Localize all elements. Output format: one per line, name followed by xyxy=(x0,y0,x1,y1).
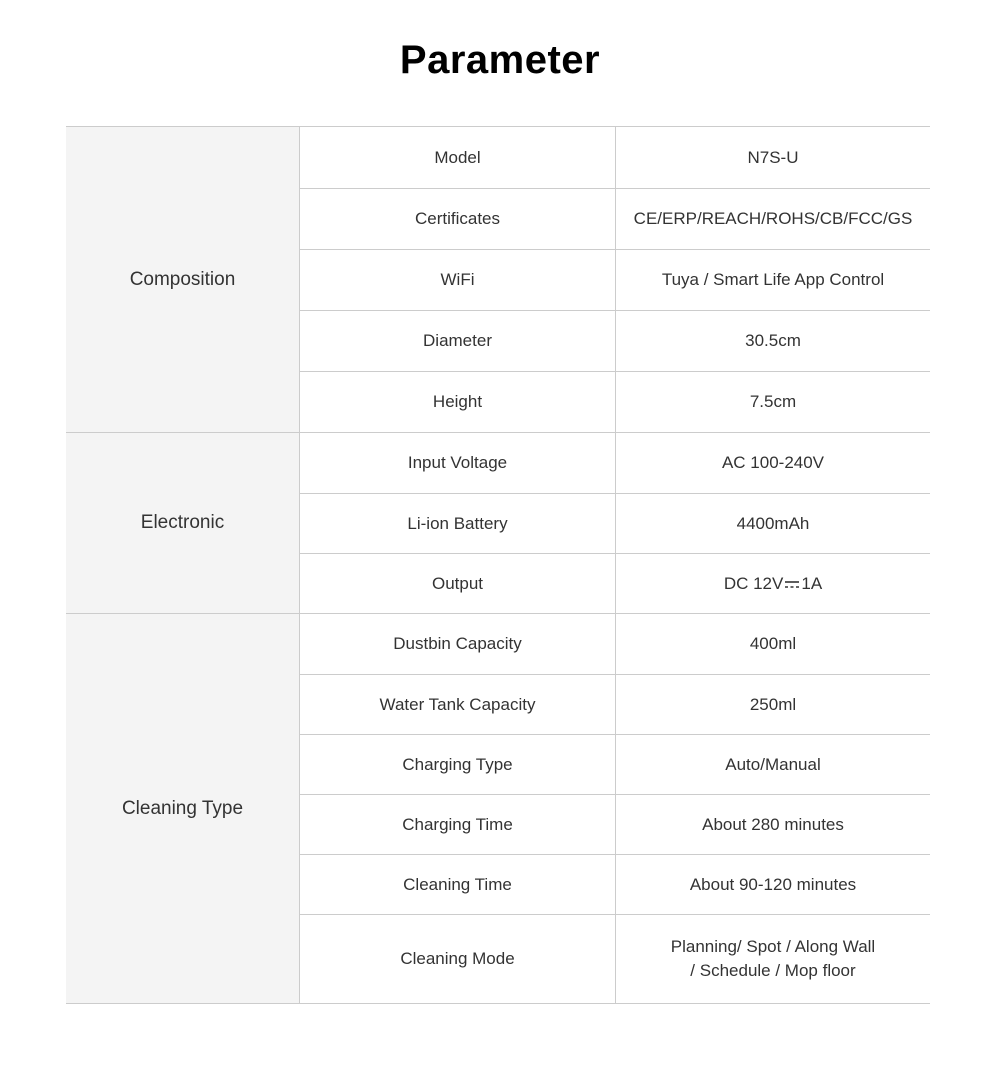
spec-value: Planning/ Spot / Along Wall / Schedule / … xyxy=(670,937,876,980)
spec-label: WiFi xyxy=(300,250,616,310)
spec-row-cleaning-time: Cleaning Time About 90-120 minutes xyxy=(300,854,930,914)
spec-label: Input Voltage xyxy=(300,433,616,493)
spec-value: CE/ERP/REACH/ROHS/CB/FCC/GS xyxy=(633,209,913,228)
spec-value: AC 100-240V xyxy=(721,453,825,472)
spec-label: Charging Time xyxy=(300,795,616,854)
spec-value: 400ml xyxy=(749,634,797,653)
spec-row-diameter: Diameter 30.5cm xyxy=(300,310,930,371)
spec-row-input-voltage: Input Voltage AC 100-240V xyxy=(300,433,930,493)
spec-value: Tuya / Smart Life App Control xyxy=(661,270,885,289)
spec-label: Diameter xyxy=(300,311,616,371)
spec-row-wifi: WiFi Tuya / Smart Life App Control xyxy=(300,249,930,310)
spec-row-model: Model N7S-U xyxy=(300,127,930,188)
spec-row-li-ion-battery: Li-ion Battery 4400mAh xyxy=(300,493,930,553)
spec-value: 7.5cm xyxy=(749,392,797,411)
spec-row-height: Height 7.5cm xyxy=(300,371,930,432)
group-rows: Dustbin Capacity 400ml Water Tank Capacity… xyxy=(300,614,930,1003)
spec-value: 4400mAh xyxy=(736,513,810,533)
spec-value: About 90-120 minutes xyxy=(689,874,857,894)
spec-row-certificates: Certificates CE/ERP/REACH/ROHS/CB/FCC/GS xyxy=(300,188,930,249)
dc-symbol-icon xyxy=(785,580,800,588)
spec-row-water-tank-capacity: Water Tank Capacity 250ml xyxy=(300,674,930,734)
spec-value: Auto/Manual xyxy=(725,754,821,774)
group-rows: Input Voltage AC 100-240V Li-ion Battery 44… xyxy=(300,433,930,613)
spec-label: Certificates xyxy=(300,189,616,249)
spec-label: Li-ion Battery xyxy=(300,494,616,553)
spec-label: Dustbin Capacity xyxy=(300,614,616,674)
group-label: Composition xyxy=(66,127,300,432)
spec-row-cleaning-mode: Cleaning Mode Planning/ Spot / Along Wall… xyxy=(300,914,930,1003)
spec-label: Charging Type xyxy=(300,735,616,794)
spec-row-charging-type: Charging Type Auto/Manual xyxy=(300,734,930,794)
spec-label: Cleaning Mode xyxy=(300,915,616,1003)
group-rows: Model N7S-U Certificates CE/ERP/REACH/ROHS/… xyxy=(300,127,930,432)
spec-value: N7S-U xyxy=(747,147,799,167)
spec-group-electronic: Electronic Input Voltage AC 100-240V Li-ion… xyxy=(66,433,930,614)
spec-row-dustbin-capacity: Dustbin Capacity 400ml xyxy=(300,614,930,674)
spec-row-charging-time: Charging Time About 280 minutes xyxy=(300,794,930,854)
page-title: Parameter xyxy=(399,38,601,82)
spec-table: Composition Model N7S-U Certificates CE/ERP/… xyxy=(66,126,930,1004)
spec-label: Water Tank Capacity xyxy=(300,675,616,734)
spec-value: DC 12V 1A xyxy=(723,573,823,593)
spec-value: 30.5cm xyxy=(745,331,801,350)
spec-label: Height xyxy=(300,372,616,432)
spec-group-composition: Composition Model N7S-U Certificates CE/ERP/… xyxy=(66,127,930,433)
spec-value: About 280 minutes xyxy=(702,814,844,834)
spec-label: Output xyxy=(300,554,616,613)
spec-label: Cleaning Time xyxy=(300,855,616,914)
spec-row-output: Output DC 12V 1A xyxy=(300,553,930,613)
spec-label: Model xyxy=(300,127,616,188)
group-label: Electronic xyxy=(66,433,300,613)
spec-value: 250ml xyxy=(749,694,797,714)
group-label: Cleaning Type xyxy=(66,614,300,1003)
spec-group-cleaning-type: Cleaning Type Dustbin Capacity 400ml Water … xyxy=(66,614,930,1004)
